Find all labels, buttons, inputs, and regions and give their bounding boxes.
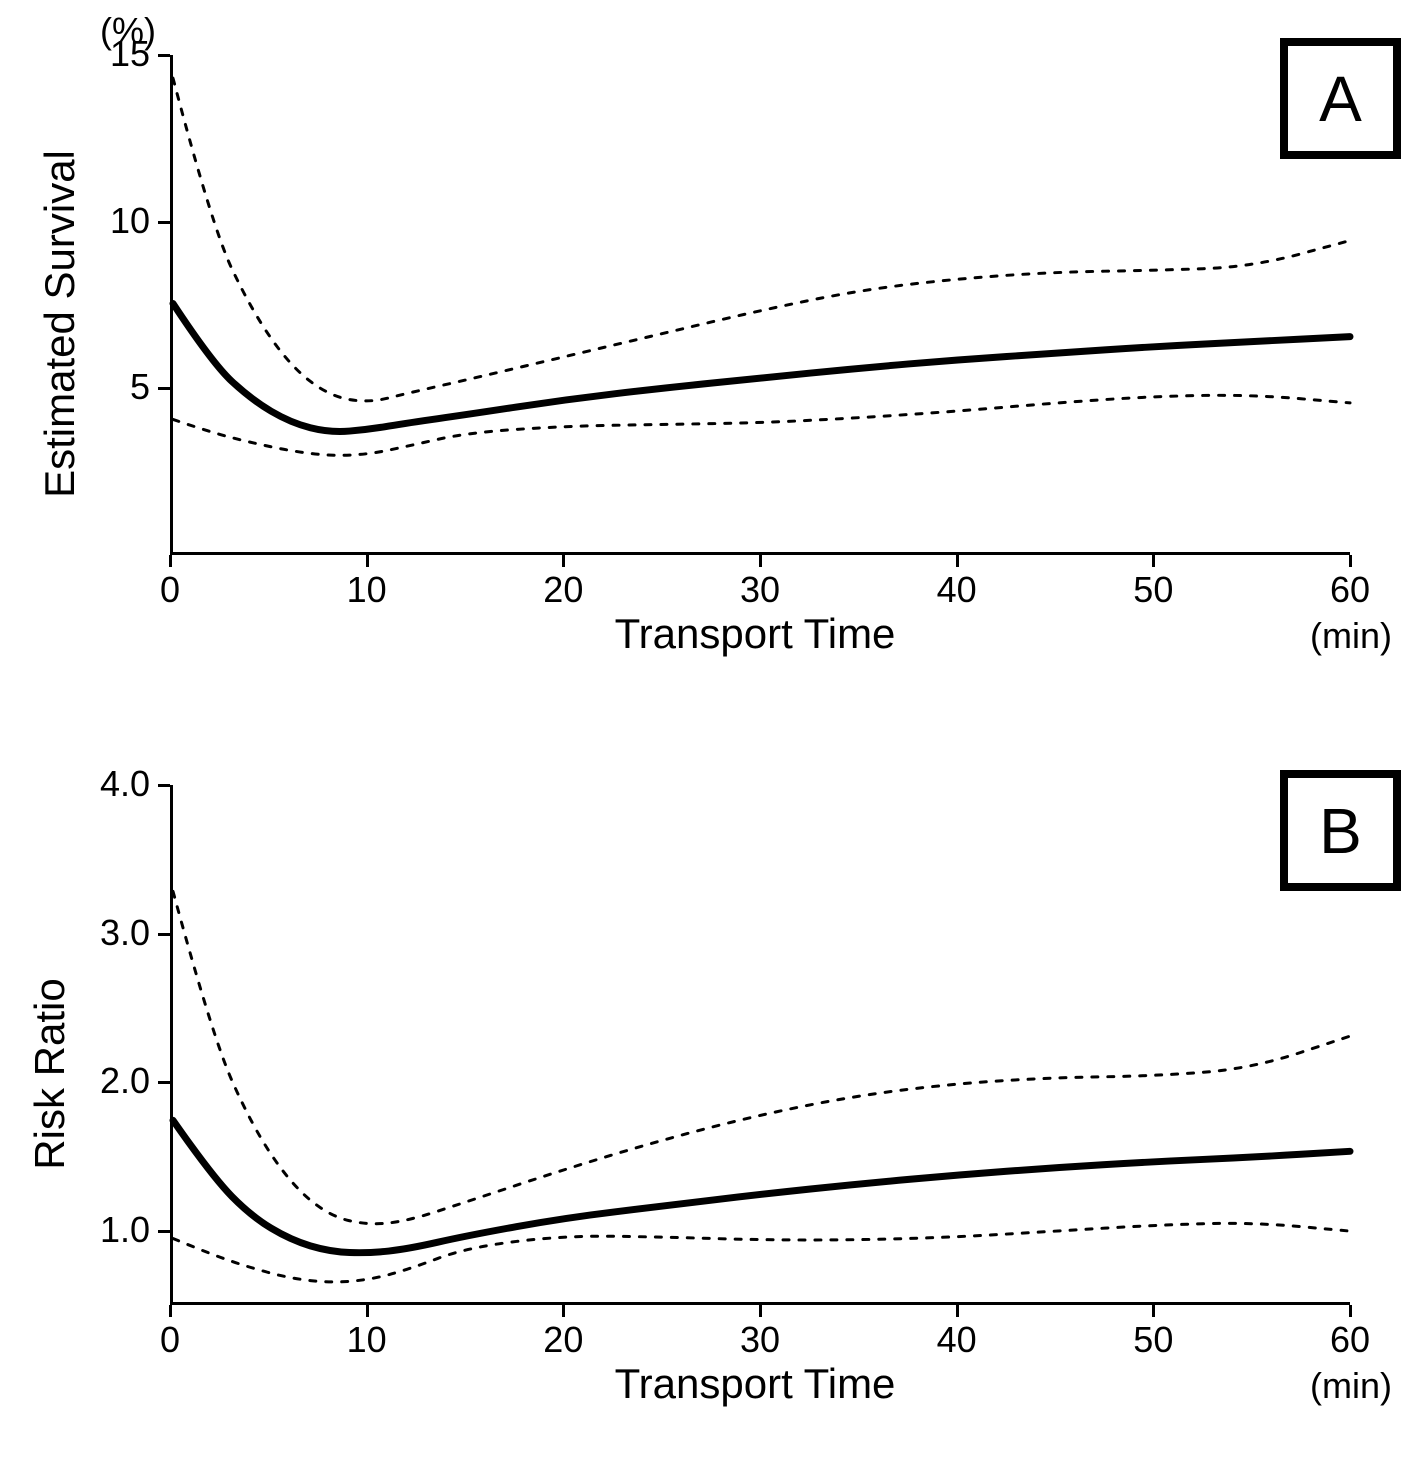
xtick-mark: [1152, 1305, 1155, 1317]
panel-b-badge-text: B: [1319, 794, 1362, 868]
xtick-mark: [956, 1305, 959, 1317]
panel-b-xunit: (min): [1310, 1365, 1392, 1407]
xtick-mark: [169, 555, 172, 567]
xtick-mark: [169, 1305, 172, 1317]
xtick-label: 60: [1315, 1319, 1385, 1361]
ytick-label: 2.0: [80, 1060, 150, 1102]
xtick-mark: [759, 1305, 762, 1317]
panel-b-ylabel: Risk Ratio: [26, 924, 74, 1224]
ytick-label: 5: [80, 366, 150, 408]
panelA-lower_ci-line: [173, 395, 1350, 455]
xtick-label: 0: [135, 569, 205, 611]
xtick-label: 0: [135, 1319, 205, 1361]
xtick-mark: [562, 1305, 565, 1317]
xtick-label: 40: [922, 1319, 992, 1361]
panel-a-xunit: (min): [1310, 615, 1392, 657]
xtick-label: 30: [725, 569, 795, 611]
ytick-mark: [158, 54, 170, 57]
xtick-label: 30: [725, 1319, 795, 1361]
xtick-mark: [1349, 1305, 1352, 1317]
ytick-mark: [158, 933, 170, 936]
panel-a-xlabel: Transport Time: [555, 610, 955, 658]
xtick-label: 50: [1118, 569, 1188, 611]
xtick-mark: [366, 1305, 369, 1317]
panel-b: Risk Ratio Transport Time (min) B 1.0 2.0…: [0, 745, 1418, 1464]
ytick-mark: [158, 1230, 170, 1233]
panel-a-svg: [173, 55, 1350, 552]
panelB-main-line: [173, 1120, 1350, 1252]
panel-b-svg: [173, 785, 1350, 1302]
panel-a: (%) Estimated Survival Transport Time (m…: [0, 0, 1418, 720]
ytick-label: 10: [80, 200, 150, 242]
panel-b-plot: [170, 785, 1350, 1305]
ytick-label: 4.0: [80, 763, 150, 805]
panel-a-badge-text: A: [1319, 62, 1362, 136]
panel-b-badge: B: [1280, 770, 1401, 891]
xtick-label: 20: [528, 1319, 598, 1361]
xtick-label: 10: [332, 1319, 402, 1361]
panel-b-xlabel: Transport Time: [555, 1360, 955, 1408]
ytick-label: 1.0: [80, 1209, 150, 1251]
xtick-label: 10: [332, 569, 402, 611]
xtick-mark: [1349, 555, 1352, 567]
xtick-label: 50: [1118, 1319, 1188, 1361]
ytick-label: 3.0: [80, 912, 150, 954]
xtick-label: 20: [528, 569, 598, 611]
xtick-mark: [1152, 555, 1155, 567]
xtick-mark: [759, 555, 762, 567]
xtick-label: 40: [922, 569, 992, 611]
panel-a-ylabel: Estimated Survival: [36, 124, 84, 524]
xtick-mark: [956, 555, 959, 567]
panelA-upper_ci-line: [173, 78, 1350, 401]
ytick-mark: [158, 387, 170, 390]
ytick-mark: [158, 784, 170, 787]
panel-a-badge: A: [1280, 38, 1401, 159]
panel-a-plot: [170, 55, 1350, 555]
ytick-mark: [158, 1081, 170, 1084]
panelA-main-line: [173, 304, 1350, 432]
ytick-label: 15: [80, 33, 150, 75]
xtick-mark: [366, 555, 369, 567]
xtick-mark: [562, 555, 565, 567]
panelB-upper_ci-line: [173, 891, 1350, 1223]
ytick-mark: [158, 221, 170, 224]
xtick-label: 60: [1315, 569, 1385, 611]
